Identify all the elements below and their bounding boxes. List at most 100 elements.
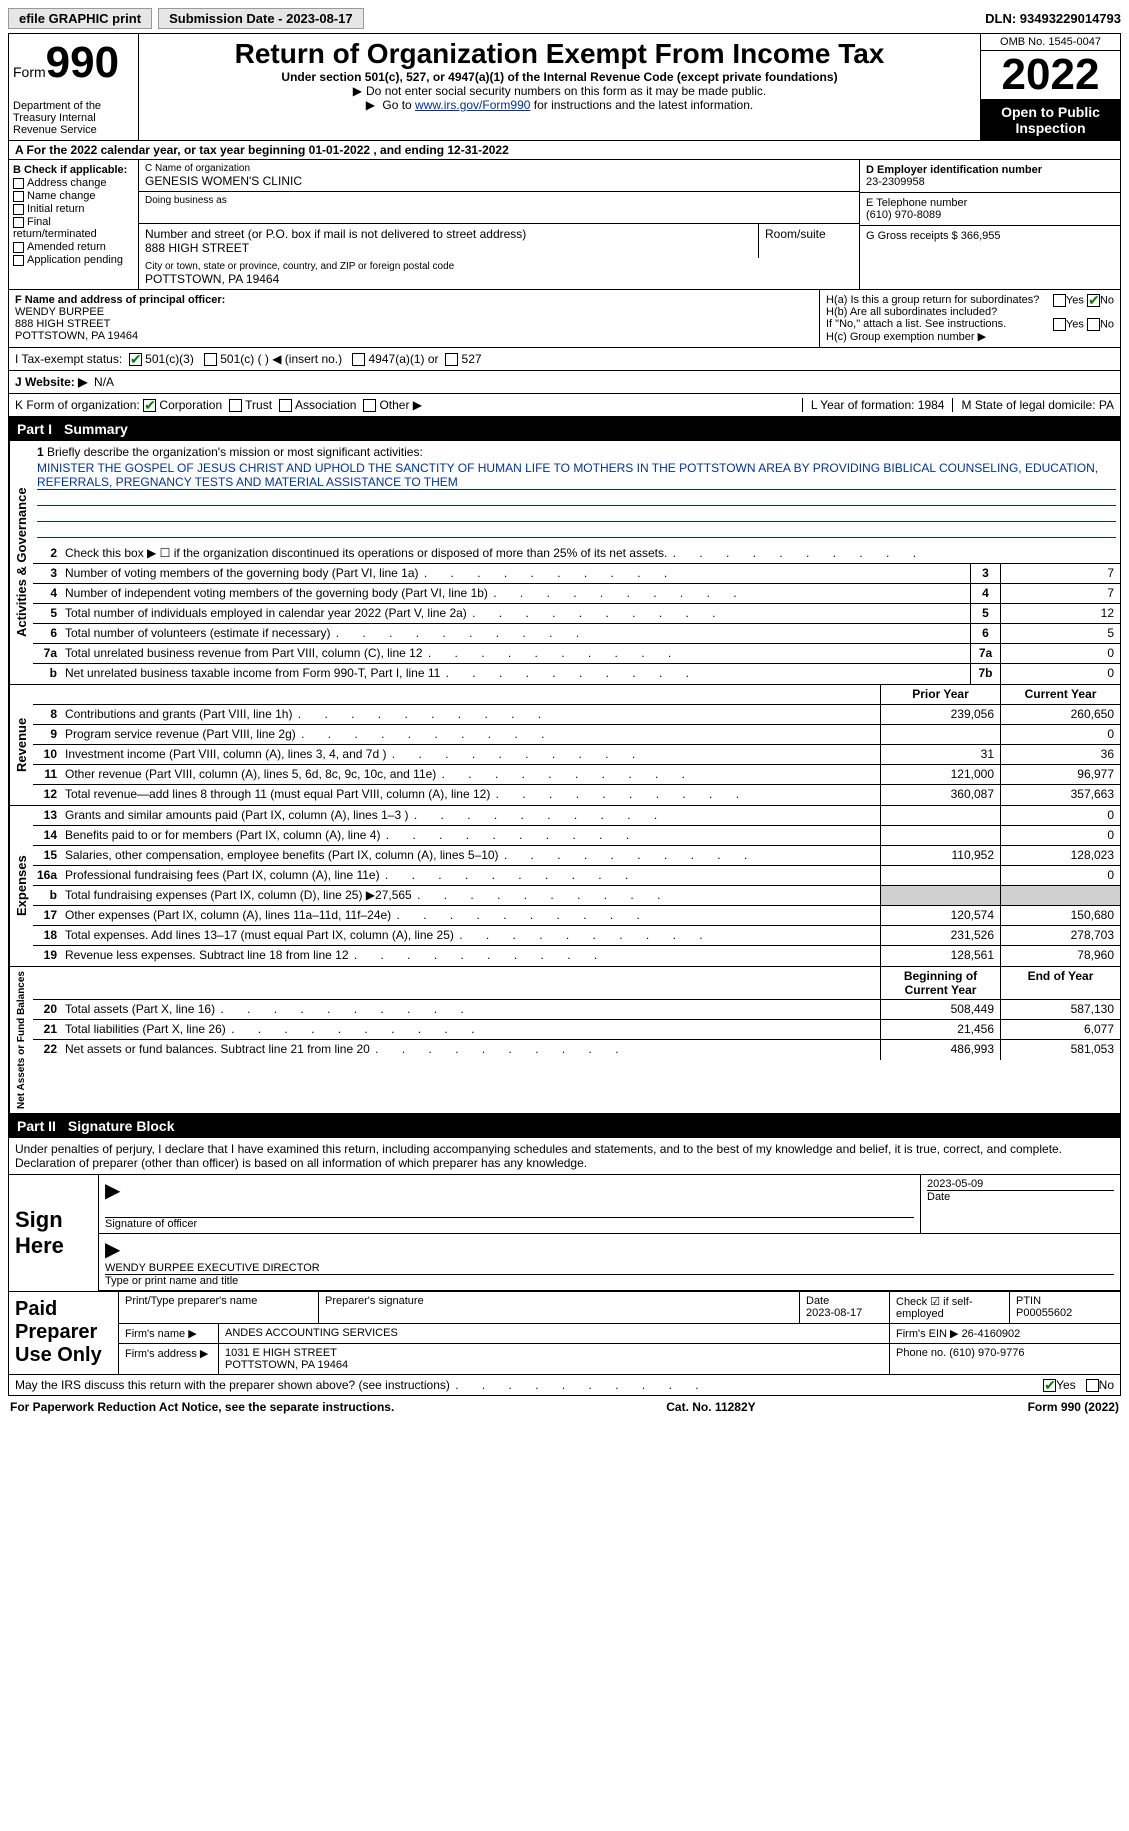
department-label: Department of the Treasury Internal Reve… xyxy=(13,100,134,136)
self-employed-check[interactable]: Check ☑ if self-employed xyxy=(890,1292,1010,1323)
cb-pending[interactable]: Application pending xyxy=(13,254,134,266)
cb-amended[interactable]: Amended return xyxy=(13,241,134,253)
line-7a: 7aTotal unrelated business revenue from … xyxy=(33,644,1120,664)
cb-corp[interactable] xyxy=(143,399,156,412)
discuss-yes[interactable] xyxy=(1043,1379,1056,1392)
line-8: 8Contributions and grants (Part VIII, li… xyxy=(33,705,1120,725)
org-name: GENESIS WOMEN'S CLINIC xyxy=(145,174,853,188)
f-h-block: F Name and address of principal officer:… xyxy=(8,290,1121,348)
form-number: Form990 xyxy=(13,38,134,88)
year-formation: L Year of formation: 1984 xyxy=(802,398,945,412)
line-20: 20Total assets (Part X, line 16)508,4495… xyxy=(33,1000,1120,1020)
vtab-net: Net Assets or Fund Balances xyxy=(9,967,33,1113)
line-b: bNet unrelated business taxable income f… xyxy=(33,664,1120,684)
website-row: J Website: ▶ N/A xyxy=(8,371,1121,394)
prep-date: 2023-08-17 xyxy=(806,1307,862,1319)
dln-label: DLN: 93493229014793 xyxy=(985,11,1121,26)
cb-initial[interactable]: Initial return xyxy=(13,203,134,215)
website-value: N/A xyxy=(94,375,114,389)
signature-block: Under penalties of perjury, I declare th… xyxy=(8,1138,1121,1375)
box-c: C Name of organization GENESIS WOMEN'S C… xyxy=(139,160,860,289)
cb-assoc[interactable] xyxy=(279,399,292,412)
omb-number: OMB No. 1545-0047 xyxy=(981,34,1120,51)
section-net-assets: Net Assets or Fund Balances Beginning of… xyxy=(8,967,1121,1114)
line-19: 19Revenue less expenses. Subtract line 1… xyxy=(33,946,1120,966)
firm-name: ANDES ACCOUNTING SERVICES xyxy=(219,1324,890,1343)
cb-final[interactable]: Final return/terminated xyxy=(13,216,134,240)
state-domicile: M State of legal domicile: PA xyxy=(952,398,1114,412)
form-title: Return of Organization Exempt From Incom… xyxy=(143,38,976,70)
line-21: 21Total liabilities (Part X, line 26)21,… xyxy=(33,1020,1120,1040)
line-12: 12Total revenue—add lines 8 through 11 (… xyxy=(33,785,1120,805)
gross-receipts: G Gross receipts $ 366,955 xyxy=(860,226,1120,246)
line-3: 3Number of voting members of the governi… xyxy=(33,564,1120,584)
line-14: 14Benefits paid to or for members (Part … xyxy=(33,826,1120,846)
line-b: bTotal fundraising expenses (Part IX, co… xyxy=(33,886,1120,906)
k-l-m-row: K Form of organization: Corporation Trus… xyxy=(8,394,1121,417)
sign-here-label: Sign Here xyxy=(9,1175,99,1291)
col-eoy: End of Year xyxy=(1000,967,1120,999)
box-b: B Check if applicable: Address change Na… xyxy=(9,160,139,289)
line-5: 5Total number of individuals employed in… xyxy=(33,604,1120,624)
note-ssn: Do not enter social security numbers on … xyxy=(143,84,976,98)
col-boy: Beginning of Current Year xyxy=(880,967,1000,999)
part-2-header: Part IISignature Block xyxy=(8,1114,1121,1138)
form-subtitle: Under section 501(c), 527, or 4947(a)(1)… xyxy=(143,70,976,84)
cb-527[interactable] xyxy=(445,353,458,366)
may-discuss-row: May the IRS discuss this return with the… xyxy=(8,1375,1121,1396)
firm-phone: (610) 970-9776 xyxy=(949,1347,1024,1359)
note-link: Go to www.irs.gov/Form990 for instructio… xyxy=(143,98,976,112)
section-revenue: Revenue Prior Year Current Year 8Contrib… xyxy=(8,685,1121,806)
public-inspection: Open to Public Inspection xyxy=(981,99,1120,140)
line-6: 6Total number of volunteers (estimate if… xyxy=(33,624,1120,644)
discuss-no[interactable] xyxy=(1086,1379,1099,1392)
officer-name: WENDY BURPEE xyxy=(15,306,813,318)
vtab-ag: Activities & Governance xyxy=(9,441,33,684)
vtab-expenses: Expenses xyxy=(9,806,33,966)
line-9: 9Program service revenue (Part VIII, lin… xyxy=(33,725,1120,745)
line-15: 15Salaries, other compensation, employee… xyxy=(33,846,1120,866)
section-expenses: Expenses 13Grants and similar amounts pa… xyxy=(8,806,1121,967)
cb-address[interactable]: Address change xyxy=(13,177,134,189)
ptin: P00055602 xyxy=(1016,1307,1072,1319)
vtab-revenue: Revenue xyxy=(9,685,33,805)
org-city: POTTSTOWN, PA 19464 xyxy=(145,272,853,286)
line-18: 18Total expenses. Add lines 13–17 (must … xyxy=(33,926,1120,946)
line-2: 2Check this box ▶ ☐ if the organization … xyxy=(33,544,1120,564)
col-current: Current Year xyxy=(1000,685,1120,704)
paid-preparer-label: Paid Preparer Use Only xyxy=(9,1292,119,1374)
line-22: 22Net assets or fund balances. Subtract … xyxy=(33,1040,1120,1060)
cb-trust[interactable] xyxy=(229,399,242,412)
penalty-text: Under penalties of perjury, I declare th… xyxy=(9,1138,1120,1174)
line-11: 11Other revenue (Part VIII, column (A), … xyxy=(33,765,1120,785)
line-13: 13Grants and similar amounts paid (Part … xyxy=(33,806,1120,826)
line-10: 10Investment income (Part VIII, column (… xyxy=(33,745,1120,765)
sig-date: 2023-05-09 xyxy=(927,1178,1114,1190)
section-activities-governance: Activities & Governance 1 Briefly descri… xyxy=(8,441,1121,685)
irs-link[interactable]: www.irs.gov/Form990 xyxy=(415,98,530,112)
submission-date-button[interactable]: Submission Date - 2023-08-17 xyxy=(158,8,364,29)
col-prior: Prior Year xyxy=(880,685,1000,704)
line-16a: 16aProfessional fundraising fees (Part I… xyxy=(33,866,1120,886)
firm-addr: 1031 E HIGH STREET xyxy=(225,1347,337,1359)
row-a-period: A For the 2022 calendar year, or tax yea… xyxy=(8,141,1121,160)
box-d-e-g: D Employer identification number 23-2309… xyxy=(860,160,1120,289)
cb-other[interactable] xyxy=(363,399,376,412)
cb-4947[interactable] xyxy=(352,353,365,366)
form-header: Form990 Department of the Treasury Inter… xyxy=(8,33,1121,141)
org-info-block: B Check if applicable: Address change Na… xyxy=(8,160,1121,290)
officer-typed: WENDY BURPEE EXECUTIVE DIRECTOR xyxy=(105,1262,1114,1274)
ein: 23-2309958 xyxy=(866,176,1114,188)
firm-ein: 26-4160902 xyxy=(962,1328,1021,1340)
page-footer: For Paperwork Reduction Act Notice, see … xyxy=(8,1396,1121,1418)
tax-exempt-row: I Tax-exempt status: 501(c)(3) 501(c) ( … xyxy=(8,348,1121,371)
line-4: 4Number of independent voting members of… xyxy=(33,584,1120,604)
mission-text: MINISTER THE GOSPEL OF JESUS CHRIST AND … xyxy=(37,461,1116,490)
cb-501c[interactable] xyxy=(204,353,217,366)
efile-button[interactable]: efile GRAPHIC print xyxy=(8,8,152,29)
cb-501c3[interactable] xyxy=(129,353,142,366)
top-bar: efile GRAPHIC print Submission Date - 20… xyxy=(8,8,1121,29)
line-17: 17Other expenses (Part IX, column (A), l… xyxy=(33,906,1120,926)
cb-name[interactable]: Name change xyxy=(13,190,134,202)
phone: (610) 970-8089 xyxy=(866,209,1114,221)
